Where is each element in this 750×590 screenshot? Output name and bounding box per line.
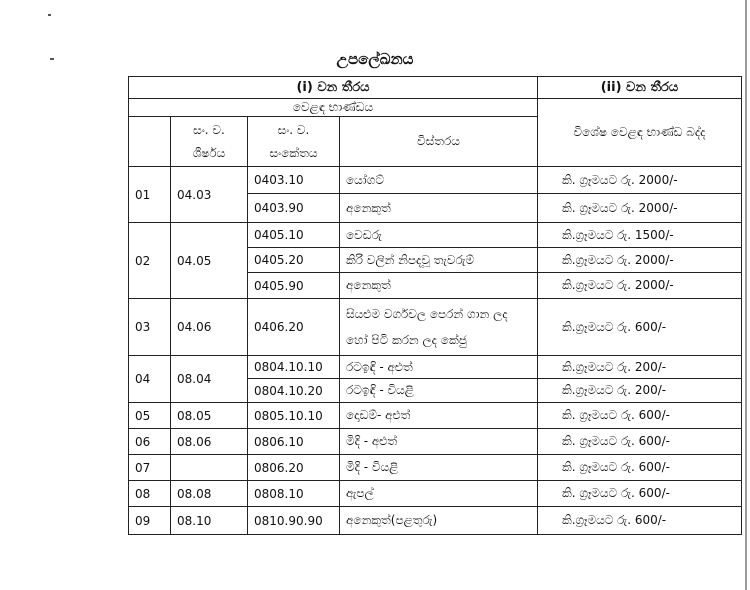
- levy-rate: කි.ග්‍රෑමයට රු. 200/-: [537, 378, 742, 403]
- table-row: 08 08.08 0808.10 ඇපල් කි. ග්‍රෑමයට රු. 600/-: [128, 480, 742, 507]
- hs-code: 0804.10.20: [247, 378, 340, 403]
- row-number: 04: [128, 355, 171, 403]
- commodity-header: වෙළඳ භාණ්ඩය: [128, 98, 538, 117]
- page-title: උපලේඛනය: [336, 50, 414, 68]
- hs-code: 0405.90: [247, 272, 340, 299]
- description: සියළුම වර්ගවල පෙරන් ගාන ලද හෝ පිටි කරන ල…: [339, 298, 538, 356]
- scan-edge: [745, 0, 747, 590]
- hs-heading: 04.03: [170, 166, 248, 223]
- levy-rate: කි.ග්‍රෑමයට රු. 200/-: [537, 355, 742, 379]
- description: අනෙකුත්: [339, 193, 538, 223]
- hs-heading: 08.10: [170, 506, 248, 535]
- hs-heading-line2: ශීර්ෂය: [192, 145, 226, 160]
- hs-code: 0405.10: [247, 222, 340, 248]
- hs-code: 0403.90: [247, 193, 340, 223]
- levy-rate: කි. ග්‍රෑමයට රු. 600/-: [537, 402, 742, 429]
- column-ii-header: (ii) වන තීරය: [537, 76, 742, 99]
- hs-code: 0405.20: [247, 247, 340, 273]
- hs-heading: 04.06: [170, 298, 248, 356]
- description: මිදි - අළුත්: [339, 428, 538, 455]
- table-row: 04 08.04 0804.10.10 රටඉඳි - අළුත් කි.ග්‍රෑමය…: [128, 355, 742, 403]
- hs-heading: [170, 454, 248, 481]
- levy-rate: කි. ග්‍රෑමයට රු. 600/-: [537, 428, 742, 455]
- hs-code: 0403.10: [247, 166, 340, 194]
- levy-rate: කි.ග්‍රෑමයට රු. 600/-: [537, 298, 742, 356]
- description: අනෙකුත්: [339, 272, 538, 299]
- table-row: 05 08.05 0805.10.10 දොඩම්- අළුත් කි. ග්‍රෑමය…: [128, 402, 742, 429]
- row-number: 02: [128, 222, 171, 299]
- table-row: 01 04.03 0403.10 යෝගට් කි. ග්‍රෑමයට රු. 2000…: [128, 166, 742, 223]
- levy-rate: කි.ග්‍රෑමයට රු. 600/-: [537, 506, 742, 535]
- hs-code-header: සං. ව. සංකේතය: [247, 116, 340, 167]
- number-header: [128, 116, 171, 167]
- column-i-header: (i) වන තීරය: [128, 76, 538, 99]
- table-row: 03 04.06 0406.20 සියළුම වර්ගවල පෙරන් ගාන ලද…: [128, 298, 742, 356]
- description: ඇපල්: [339, 480, 538, 507]
- description: යෝගට්: [339, 166, 538, 194]
- row-number: 06: [128, 428, 171, 455]
- table-row: 02 04.05 0405.10 වෙඩරු කි.ග්‍රෑමයට රු. 1500/…: [128, 222, 742, 299]
- hs-code: 0806.10: [247, 428, 340, 455]
- schedule-table: (i) වන තීරය (ii) වන තීරය වෙළඳ භාණ්ඩය විශ…: [128, 76, 742, 535]
- levy-rate: කි. ග්‍රෑමයට රු. 2000/-: [537, 166, 742, 194]
- hs-code: 0810.90.90: [247, 506, 340, 535]
- levy-rate: කි.ග්‍රෑමයට රු. 2000/-: [537, 272, 742, 299]
- row-number: 07: [128, 454, 171, 481]
- levy-rate: කි.ග්‍රෑමයට රු. 2000/-: [537, 247, 742, 273]
- row-number: 03: [128, 298, 171, 356]
- table-row: 0804.10.20 රටඉඳි - වියළි කි.ග්‍රෑමයට රු. 2…: [129, 378, 742, 403]
- hs-code: 0806.20: [247, 454, 340, 481]
- hs-heading: 08.04: [170, 355, 248, 403]
- row-number: 09: [128, 506, 171, 535]
- description: අනෙකුත්(පළතුරු): [339, 506, 538, 535]
- hs-heading-header: සං. ව. ශීර්ෂය: [170, 116, 248, 167]
- hs-heading: 08.06: [170, 428, 248, 455]
- description: කිරි වලින් නිපදවූ තැවරුම්: [339, 247, 538, 273]
- hs-code: 0805.10.10: [247, 402, 340, 429]
- hs-code: 0804.10.10: [247, 355, 340, 379]
- levy-rate: කි.ග්‍රෑමයට රු. 1500/-: [537, 222, 742, 248]
- table-row: 09 08.10 0810.90.90 අනෙකුත්(පළතුරු) කි.ග්‍රෑ…: [128, 506, 742, 535]
- hs-heading: 08.08: [170, 480, 248, 507]
- row-number: 08: [128, 480, 171, 507]
- levy-rate: කි. ග්‍රෑමයට රු. 2000/-: [537, 193, 742, 223]
- row-number: 01: [128, 166, 171, 223]
- description: දොඩම්- අළුත්: [339, 402, 538, 429]
- hs-heading: 08.05: [170, 402, 248, 429]
- description: මිදි - වියළි: [339, 454, 538, 481]
- hs-heading: 04.05: [170, 222, 248, 299]
- table-row: 06 08.06 0806.10 මිදි - අළුත් කි. ග්‍රෑමයට ර…: [128, 428, 742, 455]
- description: රටඉඳි - වියළි: [339, 378, 538, 403]
- row-number: 05: [128, 402, 171, 429]
- levy-header: විශේෂ වෙළඳ භාණ්ඩ බද්ද: [537, 98, 742, 167]
- hs-code: 0808.10: [247, 480, 340, 507]
- hs-code-line1: සං. ව.: [277, 122, 310, 137]
- levy-rate: කි. ග්‍රෑමයට රු. 600/-: [537, 480, 742, 507]
- description: වෙඩරු: [339, 222, 538, 248]
- hs-code-line2: සංකේතය: [269, 145, 318, 160]
- description-header: විස්තරය: [339, 116, 538, 167]
- table-row: 0405.90 අනෙකුත් කි.ග්‍රෑමයට රු. 2000/-: [129, 272, 742, 299]
- hs-code: 0406.20: [247, 298, 340, 356]
- description: රටඉඳි - අළුත්: [339, 355, 538, 379]
- table-row: 0403.90 අනෙකුත් කි. ග්‍රෑමයට රු. 2000/-: [129, 193, 742, 223]
- hs-heading-line1: සං. ව.: [193, 122, 225, 137]
- levy-rate: කි. ග්‍රෑමයට රු. 600/-: [537, 454, 742, 481]
- table-row: 0405.20 කිරි වලින් නිපදවූ තැවරුම් කි.ග්‍රෑ…: [129, 247, 742, 273]
- table-row: 07 0806.20 මිදි - වියළි කි. ග්‍රෑමයට රු. 60…: [128, 454, 742, 481]
